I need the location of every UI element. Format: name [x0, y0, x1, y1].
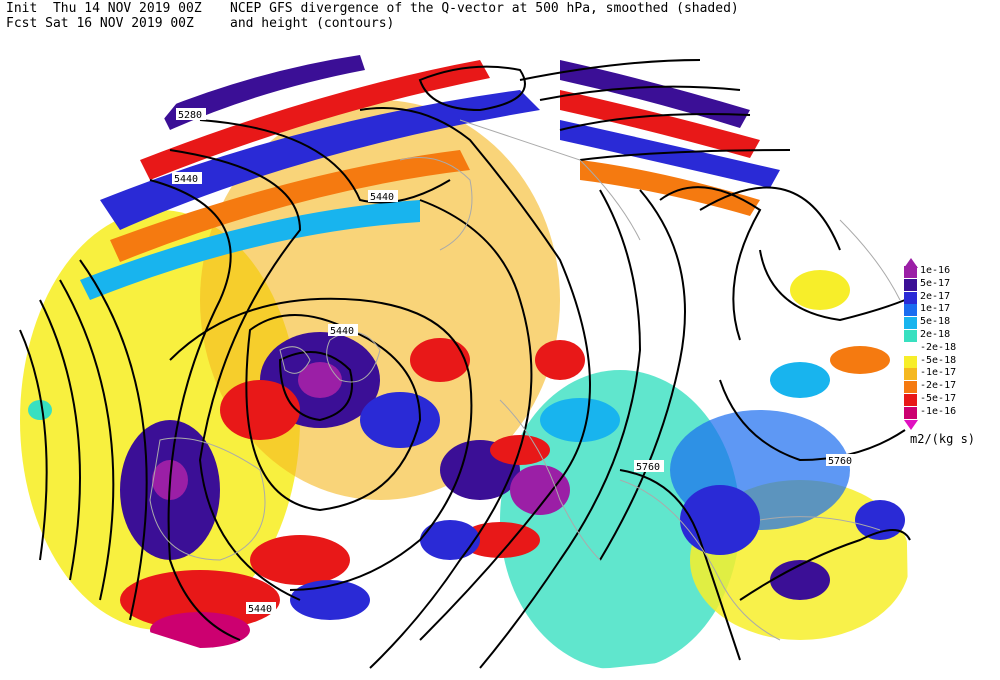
- legend-swatch: [904, 278, 917, 291]
- legend-label: 2e-18: [920, 329, 951, 340]
- legend-label: -2e-17: [920, 380, 957, 392]
- contour-label: 5280: [178, 110, 202, 121]
- legend-label: 2e-17: [920, 290, 951, 302]
- legend-label: -1e-17: [920, 367, 957, 379]
- legend-swatch: [904, 394, 917, 406]
- chart-subtitle: and height (contours): [230, 16, 395, 31]
- legend-swatch: [904, 291, 917, 304]
- legend-label: 1e-17: [920, 303, 951, 315]
- contour-labels: 5280 5440 5440 5440 5440 5760 5760: [172, 108, 856, 615]
- legend-swatch: [904, 406, 917, 419]
- legend-label: 5e-18: [920, 316, 951, 328]
- init-time-label: Init Thu 14 NOV 2019 00Z: [6, 1, 202, 16]
- contour-label: 5760: [636, 462, 660, 473]
- contour-label: 5440: [370, 192, 394, 203]
- legend-label: -2e-18: [920, 341, 957, 353]
- contour-label: 5440: [174, 174, 198, 185]
- legend-swatch: [904, 317, 917, 330]
- legend-top-arrow: [904, 258, 918, 268]
- legend-swatch: [904, 304, 917, 317]
- legend-swatch: [904, 266, 917, 278]
- legend-bottom-arrow: [904, 419, 918, 430]
- legend-label: -5e-17: [920, 393, 957, 404]
- legend-swatch: [904, 342, 917, 355]
- legend-swatch: [904, 368, 917, 381]
- legend-label: -5e-18: [920, 354, 957, 366]
- contour-label: 5440: [248, 604, 272, 615]
- contour-label: 5440: [330, 326, 354, 337]
- legend-swatch: [904, 355, 917, 368]
- contour-label: 5760: [828, 456, 852, 467]
- forecast-time-label: Fcst Sat 16 NOV 2019 00Z: [6, 16, 194, 31]
- legend-label: 1e-16: [920, 265, 951, 276]
- legend-label: 5e-17: [920, 277, 951, 289]
- chart-title: NCEP GFS divergence of the Q-vector at 5…: [230, 1, 739, 16]
- legend-swatch: [904, 330, 917, 342]
- legend-units: m2/(kg s): [910, 432, 976, 446]
- height-contours: [19, 59, 911, 669]
- legend-label: -1e-16: [920, 405, 957, 417]
- legend-swatch: [904, 381, 917, 394]
